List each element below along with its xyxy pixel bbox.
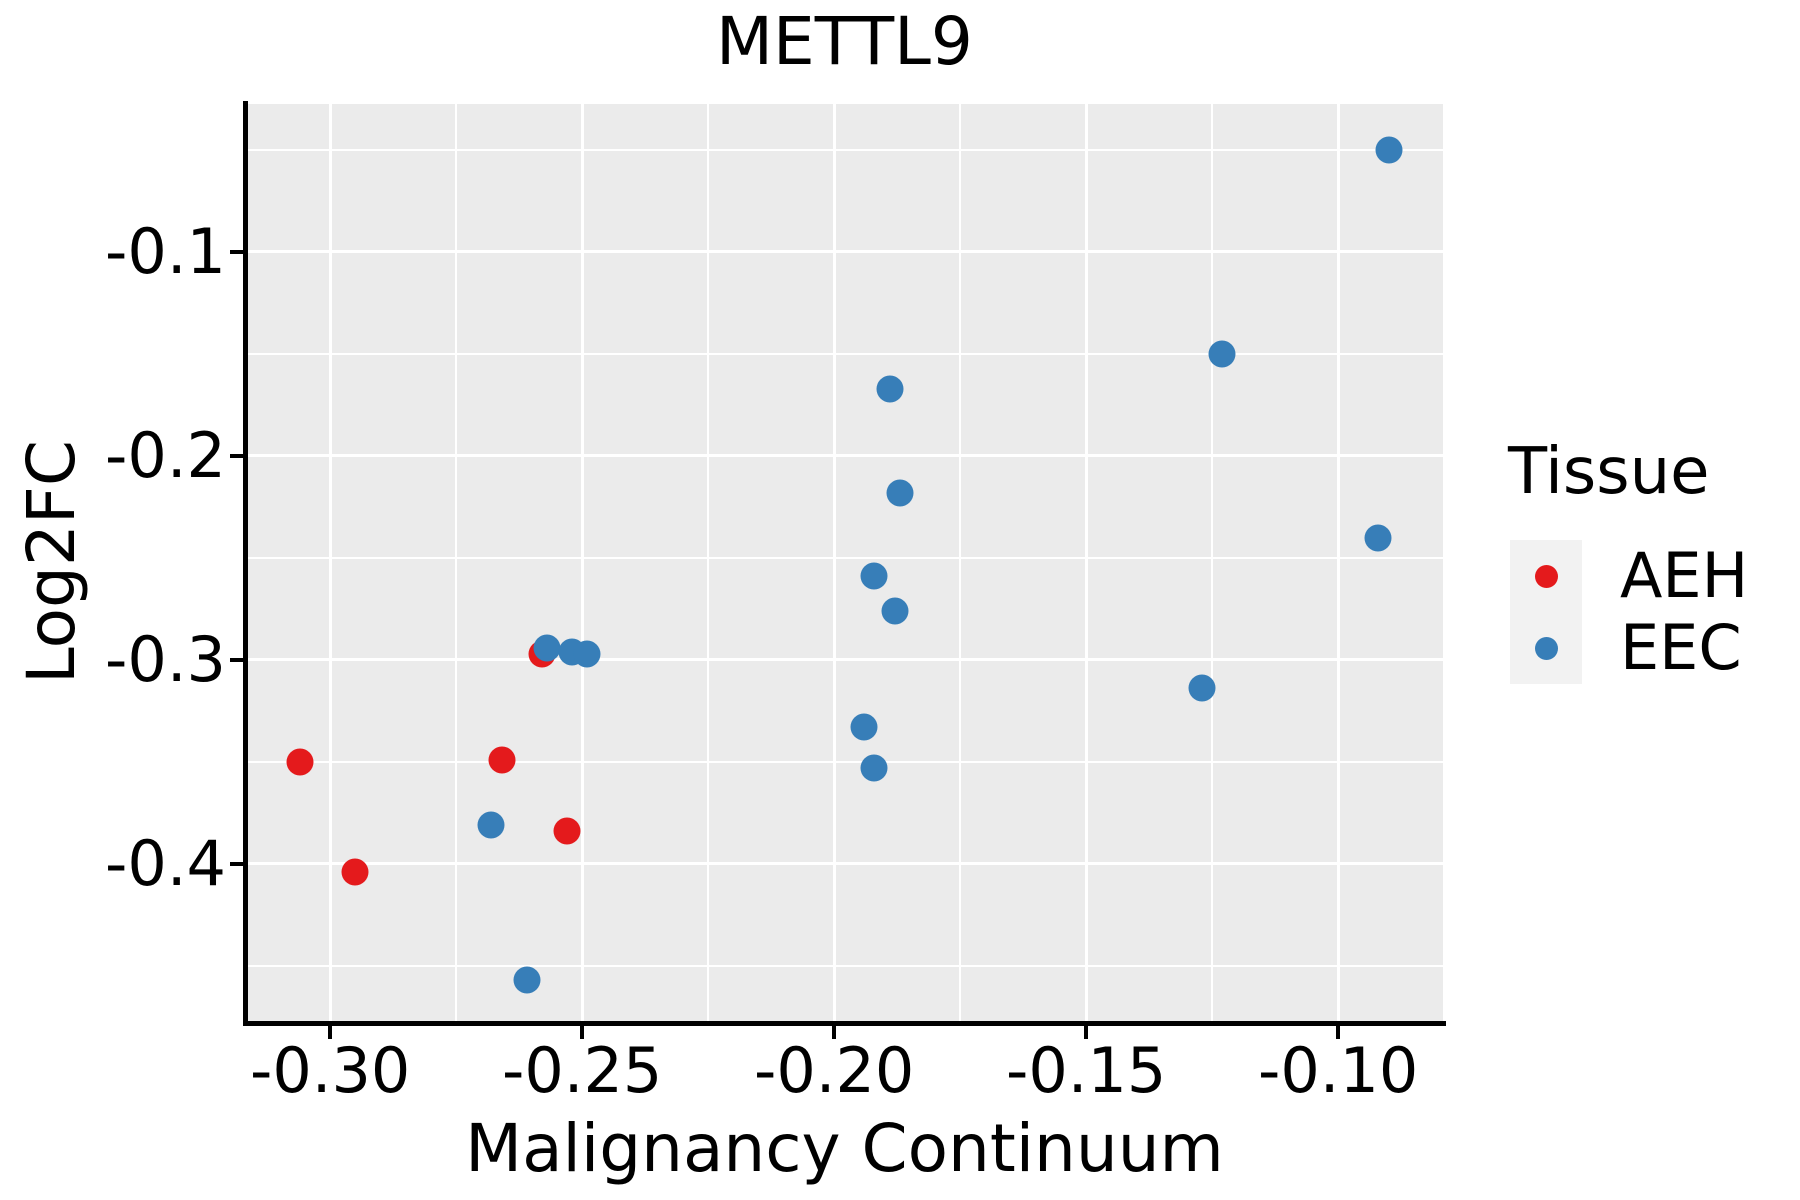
data-point-eec xyxy=(1188,674,1216,702)
data-point-eec xyxy=(513,966,541,994)
legend-dot-aeh-icon xyxy=(1534,564,1558,588)
legend-key-aeh xyxy=(1510,540,1582,612)
data-point-eec xyxy=(1375,136,1403,164)
y-minor-gridline xyxy=(246,760,1443,763)
x-minor-gridline xyxy=(455,104,458,1021)
y-tick-label: -0.3 xyxy=(105,622,226,696)
x-tick-label: -0.30 xyxy=(249,1034,411,1107)
data-point-eec xyxy=(860,562,888,590)
legend-item-eec: EEC xyxy=(1510,612,1742,684)
y-major-gridline xyxy=(246,454,1443,458)
y-tick-label: -0.2 xyxy=(105,418,226,492)
x-tick-label: -0.25 xyxy=(501,1034,663,1107)
y-minor-gridline xyxy=(246,556,1443,559)
y-axis-title: Log2FC xyxy=(13,440,90,684)
y-major-gridline xyxy=(246,658,1443,662)
x-axis-tick xyxy=(580,1026,585,1039)
y-minor-gridline xyxy=(246,964,1443,967)
data-point-aeh xyxy=(341,858,369,886)
data-point-aeh xyxy=(553,817,581,845)
data-point-eec xyxy=(533,634,561,662)
data-point-eec xyxy=(886,479,914,507)
plot-panel xyxy=(246,104,1443,1021)
y-axis-tick xyxy=(230,861,243,866)
y-minor-gridline xyxy=(246,352,1443,355)
y-axis-tick xyxy=(230,657,243,662)
data-point-eec xyxy=(1208,340,1236,368)
x-tick-label: -0.20 xyxy=(753,1034,915,1107)
data-point-eec xyxy=(876,375,904,403)
x-major-gridline xyxy=(1084,104,1088,1021)
x-minor-gridline xyxy=(959,104,962,1021)
y-tick-label: -0.1 xyxy=(105,214,226,288)
y-minor-gridline xyxy=(246,148,1443,151)
data-point-eec xyxy=(850,713,878,741)
data-point-aeh xyxy=(488,746,516,774)
x-major-gridline xyxy=(328,104,332,1021)
data-point-aeh xyxy=(286,748,314,776)
y-tick-label: -0.4 xyxy=(105,826,226,900)
legend-label-aeh: AEH xyxy=(1620,539,1749,612)
legend-title: Tissue xyxy=(1508,435,1710,509)
x-axis-tick xyxy=(328,1026,333,1039)
x-minor-gridline xyxy=(707,104,710,1021)
plot-title: METTL9 xyxy=(716,3,973,80)
y-axis-tick xyxy=(230,249,243,254)
legend-key-eec xyxy=(1510,612,1582,684)
x-axis-title: Malignancy Continuum xyxy=(465,1110,1224,1187)
x-axis-tick xyxy=(1336,1026,1341,1039)
data-point-eec xyxy=(881,597,909,625)
y-axis-tick xyxy=(230,453,243,458)
x-axis-tick xyxy=(832,1026,837,1039)
legend-item-aeh: AEH xyxy=(1510,540,1748,612)
data-point-eec xyxy=(1364,524,1392,551)
x-tick-label: -0.10 xyxy=(1257,1034,1419,1107)
y-major-gridline xyxy=(246,250,1443,254)
legend-label-eec: EEC xyxy=(1620,611,1742,684)
x-axis-tick xyxy=(1084,1026,1089,1039)
x-major-gridline xyxy=(580,104,584,1021)
y-major-gridline xyxy=(246,862,1443,866)
data-point-eec xyxy=(573,640,601,668)
x-major-gridline xyxy=(832,104,836,1021)
legend-dot-eec-icon xyxy=(1534,636,1558,660)
y-axis-line xyxy=(243,101,248,1026)
x-major-gridline xyxy=(1336,104,1340,1021)
x-minor-gridline xyxy=(1211,104,1214,1021)
data-point-eec xyxy=(477,811,505,839)
x-tick-label: -0.15 xyxy=(1005,1034,1167,1107)
x-axis-line xyxy=(243,1021,1446,1026)
data-point-eec xyxy=(860,754,888,782)
